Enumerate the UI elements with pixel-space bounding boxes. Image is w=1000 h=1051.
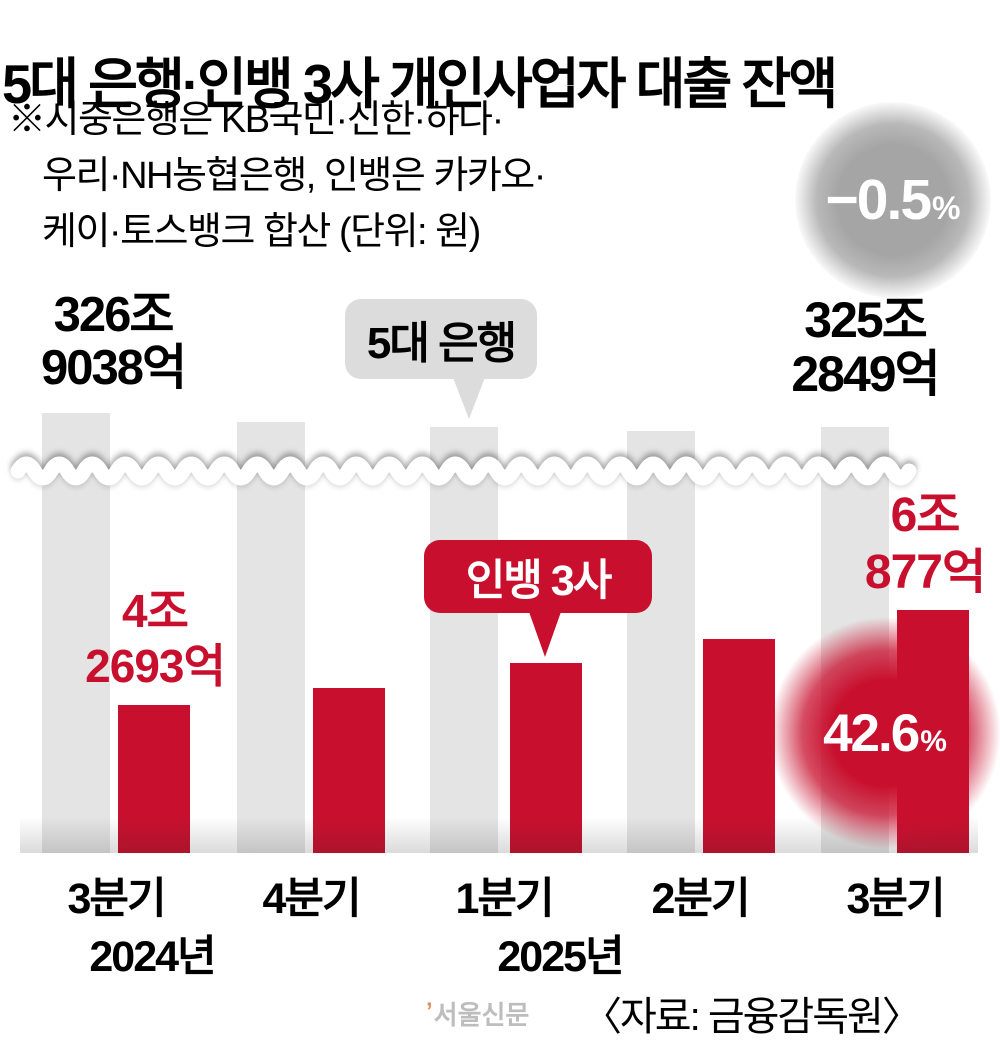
axis-label-2025q2: 2분기 <box>651 875 750 923</box>
ibank3-end-line1: 6조 <box>890 489 961 542</box>
bar-bank5-2025q2 <box>627 431 695 853</box>
bar-bank5-2025q1 <box>430 427 498 853</box>
bank5-callout-label: 5대 은행 <box>366 319 517 368</box>
footnote: ※시중은행은 KB국민·신한·하나· 우리·NH농협은행, 인뱅은 카카오· 케… <box>8 92 546 260</box>
bank5-start-line1: 326조 <box>53 288 175 342</box>
axis-label-2025q1: 1분기 <box>455 875 554 923</box>
publisher-logo: ’서울신문 <box>426 995 529 1032</box>
footnote-line-2: 우리·NH농협은행, 인뱅은 카카오· <box>42 155 546 197</box>
bank5-callout-tail <box>452 375 486 419</box>
ibank3-end-value: 6조 877억 <box>840 487 1000 601</box>
bar-ibank3-2024q4 <box>313 688 385 853</box>
bar-bank5-2024q3 <box>42 413 110 853</box>
ibank3-callout-tail <box>528 609 562 657</box>
bank5-change-value: −0.5 <box>825 168 933 232</box>
ibank3-callout-label: 인뱅 3사 <box>465 556 613 605</box>
ibank3-growth-unit: % <box>920 725 947 758</box>
axis-label-2024q4: 4분기 <box>262 875 361 923</box>
bank5-end-value: 325조 2849억 <box>737 293 993 401</box>
bank5-start-line2: 9038억 <box>40 341 187 395</box>
ibank3-callout-bubble: 인뱅 3사 <box>424 540 652 613</box>
bar-ibank3-2025q2 <box>703 639 775 853</box>
bank5-change-badge: −0.5 % <box>795 102 991 298</box>
ibank3-start-value: 4조 2693억 <box>35 584 275 694</box>
footnote-line-3: 케이·토스뱅크 합산 (단위: 원) <box>42 211 481 253</box>
bank5-start-value: 326조 9038억 <box>3 289 223 395</box>
bar-ibank3-2024q3 <box>118 705 190 853</box>
bar-bank5-2024q4 <box>237 422 305 853</box>
data-source: 〈자료: 금융감독원〉 <box>582 995 922 1039</box>
axis-break-wave <box>10 456 917 486</box>
axis-label-2024q3: 3분기 <box>67 875 166 923</box>
page-title: 5대 은행·인뱅 3사 개인사업자 대출 잔액 <box>2 52 838 115</box>
bar-ibank3-2025q1 <box>510 663 582 853</box>
publisher-logo-text: 서울신문 <box>433 1000 530 1030</box>
bank5-change-unit: % <box>932 189 961 226</box>
ibank3-growth-value: 42.6 <box>823 703 920 763</box>
bank5-callout-bubble: 5대 은행 <box>345 299 537 379</box>
axis-year-2025: 2025년 <box>497 933 624 981</box>
ibank3-end-line2: 877억 <box>864 546 986 599</box>
axis-year-2024: 2024년 <box>89 933 216 981</box>
ibank3-start-line1: 4조 <box>122 585 189 637</box>
axis-label-2025q3: 3분기 <box>846 875 945 923</box>
ibank3-start-line2: 2693억 <box>85 640 226 692</box>
ibank3-growth-badge: 42.6 % <box>768 616 1000 850</box>
footnote-line-1: ※시중은행은 KB국민·신한·하나· <box>8 99 504 141</box>
bank5-end-line1: 325조 <box>804 292 927 348</box>
bank5-end-line2: 2849억 <box>791 346 940 402</box>
publisher-logo-mark-icon: ’ <box>426 998 433 1025</box>
axis-break-wave-path <box>10 456 917 486</box>
